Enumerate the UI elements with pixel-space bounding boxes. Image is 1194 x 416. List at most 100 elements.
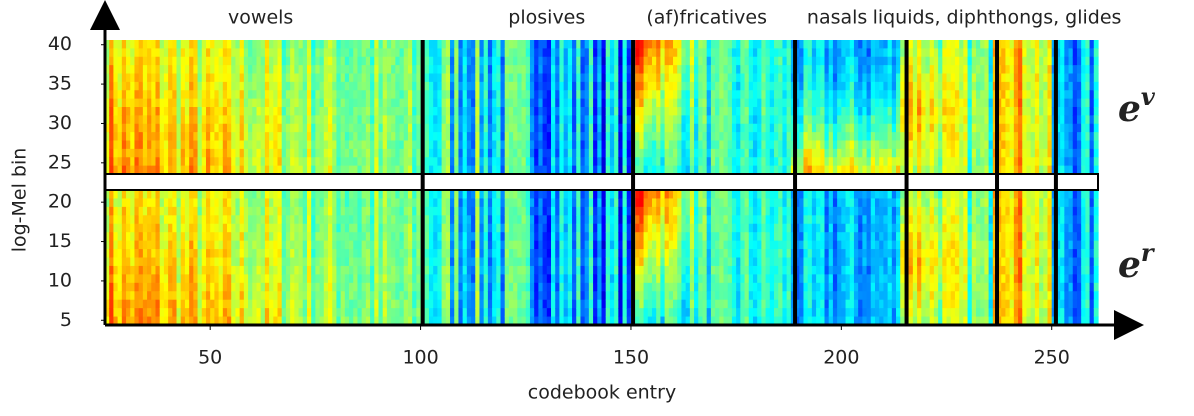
heatmap-cell (446, 132, 451, 141)
heatmap-cell (681, 149, 686, 158)
heatmap-cell (387, 232, 392, 241)
heatmap-cell (867, 124, 872, 133)
heatmap-cell (155, 157, 160, 166)
heatmap-cell (315, 232, 320, 241)
heatmap-cell (724, 132, 729, 141)
heatmap-cell (1043, 124, 1048, 133)
heatmap-cell (202, 224, 207, 233)
heatmap-cell (240, 207, 245, 216)
heatmap-cell (278, 258, 283, 267)
heatmap-cell (155, 48, 160, 57)
heatmap-cell (1005, 99, 1010, 108)
heatmap-cell (185, 291, 190, 300)
heatmap-cell (248, 40, 253, 49)
heatmap-cell (892, 107, 897, 116)
heatmap-cell (471, 132, 476, 141)
heatmap-cell (463, 74, 468, 83)
heatmap-cell (694, 107, 699, 116)
heatmap-cell (1014, 82, 1019, 91)
heatmap-cell (875, 157, 880, 166)
heatmap-cell (602, 82, 607, 91)
heatmap-cell (458, 90, 463, 99)
heatmap-cell (1090, 90, 1095, 99)
heatmap-cell (930, 74, 935, 83)
heatmap-cell (198, 90, 203, 99)
heatmap-cell (164, 283, 169, 292)
heatmap-cell (303, 74, 308, 83)
heatmap-cell (349, 149, 354, 158)
heatmap-cell (559, 65, 564, 74)
heatmap-cell (429, 74, 434, 83)
heatmap-cell (244, 274, 249, 283)
heatmap-cell (505, 82, 510, 91)
heatmap-cell (278, 141, 283, 150)
heatmap-cell (736, 124, 741, 133)
heatmap-cell (160, 107, 165, 116)
heatmap-cell (181, 141, 186, 150)
heatmap-cell (585, 132, 590, 141)
heatmap-cell (925, 74, 930, 83)
heatmap-cell (803, 48, 808, 57)
heatmap-cell (871, 149, 876, 158)
heatmap-cell (290, 141, 295, 150)
heatmap-cell (921, 57, 926, 66)
heatmap-cell (547, 107, 552, 116)
heatmap-cell (980, 99, 985, 108)
heatmap-cell (606, 115, 611, 124)
heatmap-cell (349, 283, 354, 292)
heatmap-cell (900, 157, 905, 166)
heatmap-cell (269, 40, 274, 49)
heatmap-cell (740, 132, 745, 141)
heatmap-cell (538, 74, 543, 83)
heatmap-cell (134, 57, 139, 66)
heatmap-cell (155, 107, 160, 116)
heatmap-cell (479, 74, 484, 83)
heatmap-cell (1069, 99, 1074, 108)
heatmap-cell (366, 57, 371, 66)
heatmap-cell (867, 90, 872, 99)
heatmap-cell (517, 115, 522, 124)
heatmap-cell (231, 266, 236, 275)
heatmap-cell (947, 48, 952, 57)
heatmap-cell (109, 48, 114, 57)
heatmap-cell (572, 74, 577, 83)
heatmap-cell (555, 40, 560, 49)
heatmap-cell (909, 48, 914, 57)
heatmap-cell (606, 157, 611, 166)
heatmap-cell (160, 274, 165, 283)
heatmap-cell (235, 215, 240, 224)
heatmap-cell (833, 107, 838, 116)
heatmap-cell (412, 82, 417, 91)
heatmap-cell (761, 141, 766, 150)
heatmap-cell (374, 107, 379, 116)
heatmap-cell (753, 157, 758, 166)
heatmap-cell (282, 65, 287, 74)
heatmap-cell (1022, 57, 1027, 66)
heatmap-cell (1014, 115, 1019, 124)
heatmap-cell (160, 249, 165, 258)
heatmap-cell (134, 132, 139, 141)
heatmap-cell (155, 132, 160, 141)
heatmap-cell (639, 65, 644, 74)
heatmap-cell (913, 149, 918, 158)
heatmap-cell (951, 99, 956, 108)
heatmap-cell (732, 115, 737, 124)
heatmap-cell (942, 74, 947, 83)
heatmap-cell (412, 241, 417, 250)
heatmap-cell (303, 57, 308, 66)
heatmap-cell (488, 141, 493, 150)
heatmap-cell (223, 107, 228, 116)
heatmap-cell (172, 241, 177, 250)
heatmap-cell (412, 124, 417, 133)
heatmap-cell (589, 90, 594, 99)
heatmap-cell (572, 149, 577, 158)
heatmap-cell (740, 48, 745, 57)
heatmap-cell (757, 107, 762, 116)
heatmap-cell (972, 40, 977, 49)
heatmap-cell (576, 82, 581, 91)
heatmap-cell (395, 82, 400, 91)
heatmap-cell (341, 48, 346, 57)
heatmap-cell (193, 107, 198, 116)
heatmap-cell (442, 48, 447, 57)
heatmap-cell (955, 141, 960, 150)
